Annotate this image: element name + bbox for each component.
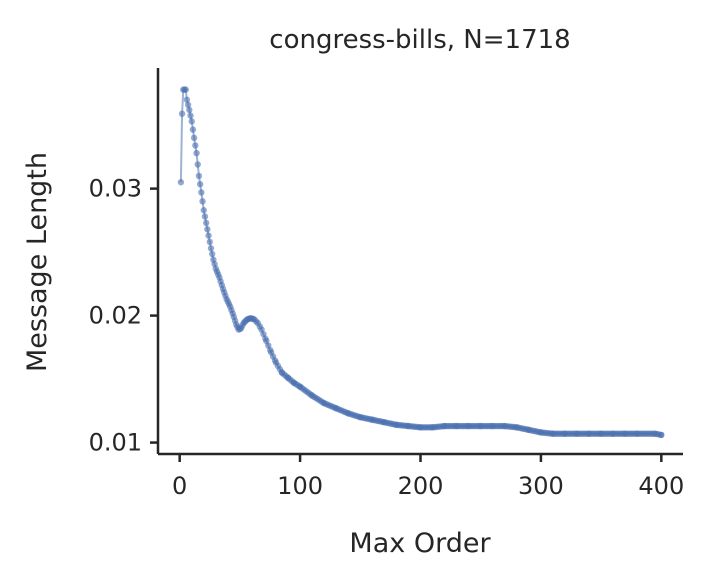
- y-tick-label: 0.01: [89, 429, 142, 457]
- data-point: [658, 431, 665, 439]
- x-ticks: 0 100 200 300 400: [172, 454, 684, 500]
- data-point: [192, 142, 199, 149]
- data-point: [182, 86, 189, 93]
- data-point: [199, 198, 206, 205]
- x-tick-label: 300: [518, 472, 564, 500]
- y-tick-label: 0.02: [89, 302, 142, 330]
- data-point: [195, 172, 203, 180]
- x-axis-label: Max Order: [349, 528, 491, 559]
- x-tick-label: 400: [638, 472, 684, 500]
- series-layer: [177, 86, 665, 439]
- x-tick-label: 200: [398, 472, 444, 500]
- data-point: [184, 101, 192, 109]
- data-point: [200, 207, 207, 214]
- data-point: [208, 250, 216, 258]
- data-point: [206, 238, 213, 246]
- data-point: [194, 161, 201, 168]
- data-point: [188, 118, 195, 125]
- data-point: [193, 149, 200, 157]
- data-point: [187, 112, 194, 119]
- data-point: [207, 245, 215, 252]
- series-line: [179, 88, 662, 436]
- y-axis-label: Message Length: [22, 152, 53, 372]
- y-tick-label: 0.03: [89, 175, 142, 203]
- data-point: [201, 213, 209, 220]
- data-point: [177, 179, 185, 186]
- data-point: [205, 232, 212, 239]
- x-tick-label: 100: [277, 472, 323, 500]
- chart-title: congress-bills, N=1718: [269, 25, 570, 55]
- data-point: [183, 96, 191, 103]
- data-point: [202, 219, 210, 227]
- data-point: [196, 180, 204, 188]
- data-point: [198, 189, 205, 196]
- x-tick-label: 0: [172, 472, 187, 500]
- y-ticks: 0.01 0.02 0.03: [89, 175, 158, 457]
- data-point: [189, 126, 197, 133]
- data-point: [186, 106, 193, 114]
- data-point: [178, 110, 186, 117]
- data-point: [190, 134, 198, 142]
- data-point: [204, 226, 211, 233]
